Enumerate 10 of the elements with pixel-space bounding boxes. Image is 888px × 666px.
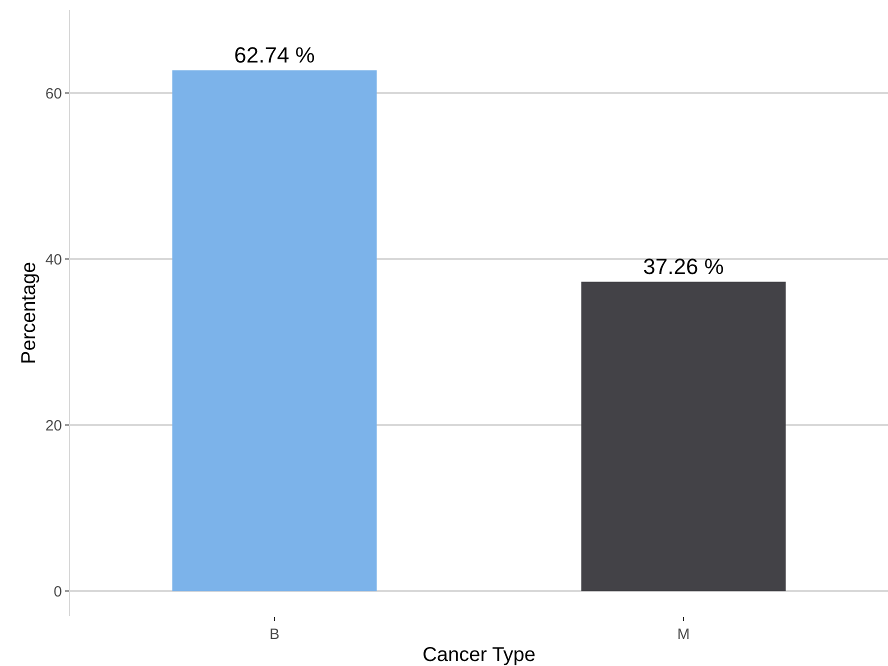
y-tick-label: 60 [45,85,62,102]
x-tick-label: M [677,626,690,643]
y-tick-label: 40 [45,251,62,268]
data-label: 62.74 % [234,42,315,68]
x-tick-label: B [269,626,280,643]
y-tick-label: 20 [45,417,62,434]
x-axis-title: Cancer Type [422,644,536,666]
y-axis-title: Percentage [18,262,40,364]
data-label: 37.26 % [643,254,724,279]
y-tick-label: 0 [54,583,62,600]
